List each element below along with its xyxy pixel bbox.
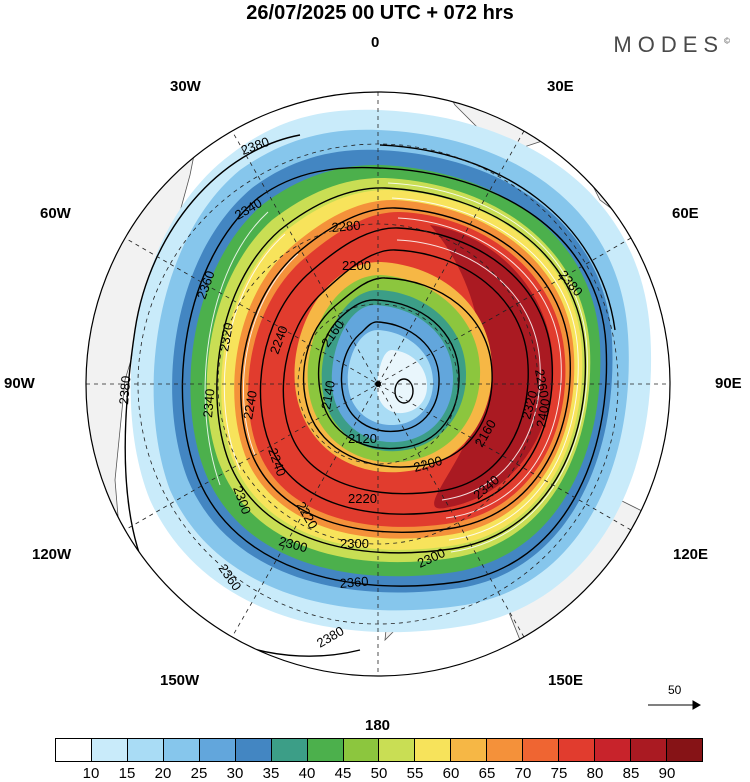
colorbar-tick-label: 70 bbox=[514, 765, 532, 782]
colorbar-swatch bbox=[343, 739, 380, 761]
colorbar-swatch bbox=[163, 739, 200, 761]
contour-label: 2260 bbox=[532, 368, 552, 399]
meridian-120 bbox=[124, 237, 632, 531]
south-pole-marker bbox=[375, 381, 381, 387]
streamline bbox=[396, 239, 541, 501]
contour-label: 2300 bbox=[277, 533, 309, 555]
map-boundary bbox=[85, 91, 671, 677]
brand-mark: © bbox=[724, 36, 730, 46]
contour-2120 bbox=[340, 321, 440, 433]
contour-2200 bbox=[282, 249, 529, 495]
map-title: 26/07/2025 00 UTC + 072 hrs bbox=[246, 2, 514, 24]
lon-label-30e: 30E bbox=[547, 78, 574, 95]
colorbar-tick-label: 85 bbox=[622, 765, 640, 782]
colorbar-tick-label: 40 bbox=[298, 765, 316, 782]
contour-label: 2280 bbox=[331, 218, 361, 235]
meridian-30 bbox=[231, 130, 525, 638]
colorbar-tick-label: 80 bbox=[586, 765, 604, 782]
colorbar-tick-label: 30 bbox=[226, 765, 244, 782]
colorbar-tick-label: 35 bbox=[262, 765, 280, 782]
band-inner-calm bbox=[376, 350, 428, 414]
contour-2160 bbox=[303, 277, 493, 468]
colorbar-swatch bbox=[666, 739, 702, 761]
colorbar-tick-label: 20 bbox=[154, 765, 172, 782]
colorbar-tick-label: 75 bbox=[550, 765, 568, 782]
colorbar-swatch bbox=[235, 739, 272, 761]
lon-label-60w: 60W bbox=[40, 205, 71, 222]
lon-label-90w: 90W bbox=[4, 375, 35, 392]
contour-label: 2120 bbox=[348, 431, 377, 446]
colorbar-tick-label: 60 bbox=[442, 765, 460, 782]
colorbar-swatch bbox=[127, 739, 164, 761]
contour-2320 bbox=[216, 187, 587, 554]
streamline bbox=[397, 217, 562, 519]
colorbar bbox=[55, 738, 703, 762]
contour-label: 2200 bbox=[342, 258, 371, 273]
colorbar-swatch bbox=[451, 739, 488, 761]
colorbar-swatch bbox=[415, 739, 452, 761]
brand-logo: MODES© bbox=[613, 32, 730, 58]
contour-label: 2220 bbox=[348, 491, 377, 506]
lon-label-120e: 120E bbox=[673, 546, 709, 563]
contour-label: 2380 bbox=[116, 375, 133, 405]
contour-label: 2340 bbox=[200, 388, 217, 418]
meridian-60 bbox=[124, 237, 632, 531]
streamline bbox=[391, 197, 579, 541]
contour-label: 2320 bbox=[216, 321, 236, 352]
contour-label: 2360 bbox=[339, 574, 369, 591]
lon-label-150e: 150E bbox=[548, 672, 584, 689]
colorbar-tick-label: 90 bbox=[658, 765, 676, 782]
colorbar-swatch bbox=[631, 739, 667, 761]
lon-label-120w: 120W bbox=[32, 546, 72, 563]
lon-label-150w: 150W bbox=[160, 672, 200, 689]
contour-2360 bbox=[181, 166, 608, 587]
colorbar-swatch bbox=[595, 739, 631, 761]
vector-reference-label: 50 bbox=[668, 683, 682, 697]
contour-label: 2140 bbox=[318, 379, 338, 410]
colorbar-tick-label: 10 bbox=[82, 765, 100, 782]
streamlines bbox=[204, 182, 588, 553]
meridian-150 bbox=[231, 130, 525, 638]
colorbar-tick-label: 50 bbox=[370, 765, 388, 782]
lon-label-180: 180 bbox=[365, 717, 391, 734]
streamline bbox=[243, 253, 299, 456]
colorbar-swatch bbox=[91, 739, 128, 761]
lon-label-0: 0 bbox=[371, 34, 380, 51]
lon-label-60e: 60E bbox=[672, 205, 699, 222]
streamline bbox=[223, 233, 286, 471]
contour-label: 2240 bbox=[240, 389, 260, 420]
colorbar-tick-label: 15 bbox=[118, 765, 136, 782]
lon-label-30w: 30W bbox=[170, 78, 201, 95]
contour-2140 bbox=[317, 299, 460, 450]
contour-label: 2320 bbox=[518, 389, 540, 421]
contour-low-center bbox=[394, 378, 414, 404]
colorbar-swatch bbox=[307, 739, 344, 761]
colorbar-tick-label: 25 bbox=[190, 765, 208, 782]
streamline bbox=[204, 211, 269, 486]
vector-reference bbox=[648, 700, 702, 710]
colorbar-swatch bbox=[379, 739, 416, 761]
colorbar-swatch bbox=[271, 739, 308, 761]
colorbar-tick-label: 55 bbox=[406, 765, 424, 782]
height-contours bbox=[124, 134, 616, 657]
colorbar-swatch bbox=[487, 739, 524, 761]
lon-label-90e: 90E bbox=[715, 375, 742, 392]
colorbar-tick-label: 65 bbox=[478, 765, 496, 782]
contour-2240 bbox=[259, 227, 554, 515]
contour-label: 2200 bbox=[412, 453, 444, 475]
colorbar-swatch bbox=[559, 739, 596, 761]
colorbar-swatch bbox=[56, 739, 92, 761]
colorbar-swatch bbox=[199, 739, 236, 761]
brand-name: MODES bbox=[613, 32, 725, 57]
colorbar-swatch bbox=[523, 739, 560, 761]
streamline bbox=[387, 182, 588, 553]
contour-2280 bbox=[240, 207, 571, 533]
contour-label: 2400 bbox=[533, 397, 553, 428]
contour-label: 2300 bbox=[340, 536, 369, 551]
colorbar-tick-label: 45 bbox=[334, 765, 352, 782]
